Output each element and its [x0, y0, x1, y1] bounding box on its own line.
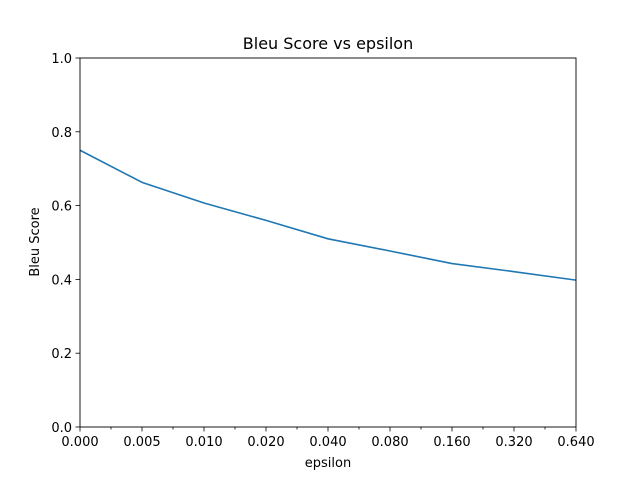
y-tick-label: 1.0 — [51, 52, 72, 67]
y-tick-label: 0.6 — [51, 200, 72, 215]
x-tick-label: 0.005 — [123, 435, 160, 450]
plot-area: 0.000 0.005 0.010 0.020 0.040 0.080 0.160 0.320… — [51, 52, 594, 450]
x-tick-label: 0.640 — [557, 435, 594, 450]
chart-title: Bleu Score vs epsilon — [243, 34, 413, 53]
series-line — [79, 149, 577, 281]
y-tick-label: 0.4 — [51, 273, 72, 288]
y-tick-label: 0.8 — [51, 126, 72, 141]
y-tick-label: 0.0 — [51, 421, 72, 436]
x-tick-label: 0.080 — [371, 435, 408, 450]
y-axis-label: Bleu Score — [28, 207, 43, 276]
x-tick-label: 0.000 — [61, 435, 98, 450]
x-tick-label: 0.320 — [495, 435, 532, 450]
x-tick-label: 0.010 — [185, 435, 222, 450]
y-tick-label: 0.2 — [51, 347, 72, 362]
axes-frame — [79, 57, 577, 428]
x-tick-label: 0.160 — [433, 435, 470, 450]
x-axis-label: epsilon — [305, 456, 351, 471]
x-tick-label: 0.040 — [309, 435, 346, 450]
x-tick-label: 0.020 — [247, 435, 284, 450]
